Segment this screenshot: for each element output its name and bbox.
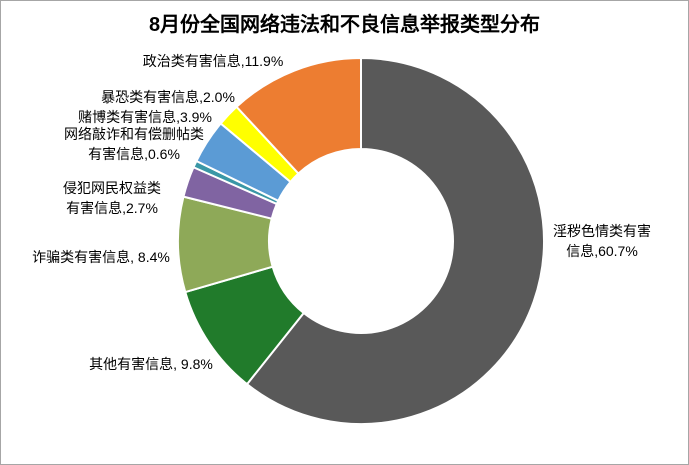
data-label: 侵犯网民权益类 有害信息,2.7% [63, 180, 161, 216]
chart-title: 8月份全国网络违法和不良信息举报类型分布 [148, 14, 541, 36]
data-label: 政治类有害信息,11.9% [142, 53, 284, 69]
data-label: 淫秽色情类有害 信息,60.7% [553, 223, 651, 259]
data-label: 暴恐类有害信息,2.0% [101, 89, 235, 105]
data-label: 赌博类有害信息,3.9% [78, 109, 212, 125]
pie-slice-1 [246, 57, 545, 425]
data-label: 其他有害信息, 9.8% [89, 356, 213, 372]
data-label: 诈骗类有害信息, 8.4% [32, 249, 170, 265]
pie-slice-8 [235, 57, 362, 175]
data-label: 网络敲诈和有偿删帖类 有害信息,0.6% [64, 126, 204, 162]
